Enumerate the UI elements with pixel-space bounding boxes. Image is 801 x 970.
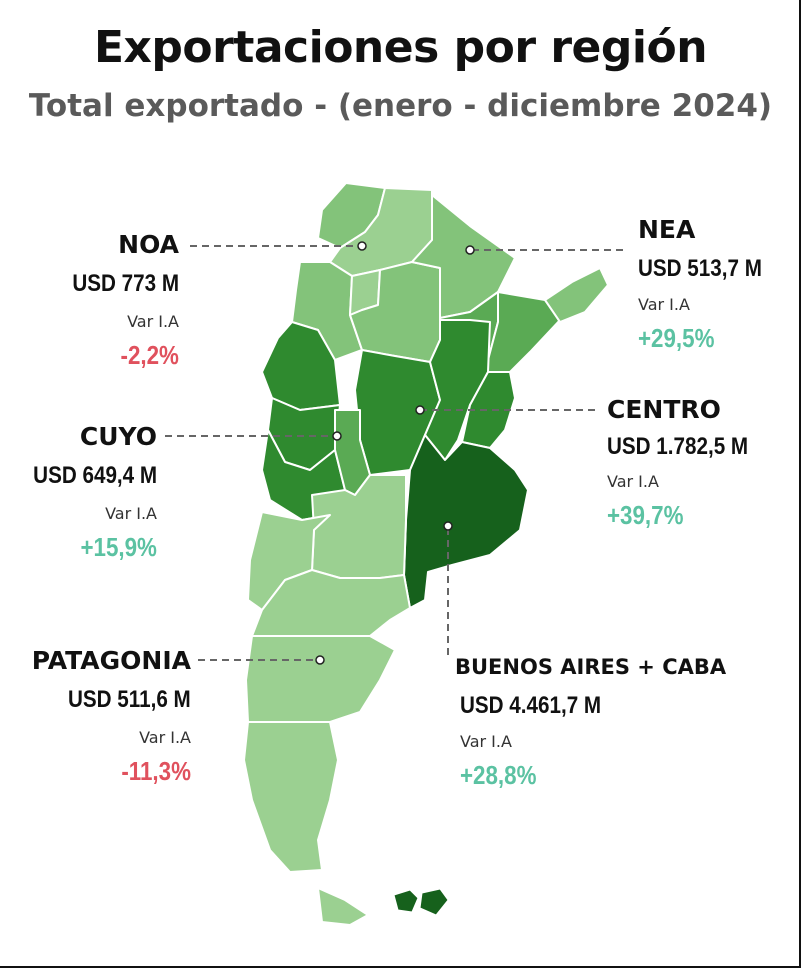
cuyo-marker	[332, 431, 342, 441]
province-tierra-del-fuego	[317, 887, 369, 926]
buenos-aires-var: +28,8%	[460, 760, 537, 790]
buenos-aires-value: USD 4.461,7 M	[460, 692, 602, 719]
noa-name: NOA	[118, 230, 179, 259]
nea-value: USD 513,7 M	[638, 255, 762, 282]
province-misiones	[544, 267, 609, 323]
cuyo-var-label: Var I.A	[105, 504, 157, 523]
map-title: Exportaciones por región	[93, 22, 708, 73]
patagonia-marker	[315, 655, 325, 665]
nea-name: NEA	[638, 215, 696, 244]
cuyo-name: CUYO	[79, 422, 157, 451]
centro-value: USD 1.782,5 M	[607, 433, 749, 460]
centro-marker	[415, 405, 425, 415]
islas-malvinas	[393, 888, 449, 916]
centro-name: CENTRO	[607, 395, 721, 424]
patagonia-value: USD 511,6 M	[68, 686, 191, 713]
province-santa-cruz	[243, 721, 339, 873]
province-entre-rios	[461, 371, 516, 449]
province-santa-fe	[424, 319, 491, 461]
province-buenos-aires	[403, 434, 529, 609]
patagonia-var-label: Var I.A	[139, 728, 191, 747]
patagonia-var: -11,3%	[121, 756, 191, 786]
noa-var-label: Var I.A	[127, 312, 179, 331]
province-catamarca	[291, 261, 363, 361]
cuyo-value: USD 649,4 M	[33, 462, 157, 489]
noa-value: USD 773 M	[72, 270, 179, 297]
province-chubut	[245, 635, 396, 723]
centro-var-label: Var I.A	[607, 472, 659, 491]
map-subtitle: Total exportado - (enero - diciembre 202…	[28, 88, 773, 124]
buenos-aires-marker	[443, 521, 453, 531]
centro-var: +39,7%	[607, 500, 684, 530]
nea-marker	[465, 245, 475, 255]
noa-var: -2,2%	[120, 340, 179, 370]
noa-marker	[357, 241, 367, 251]
buenos-aires-var-label: Var I.A	[460, 732, 512, 751]
patagonia-name: PATAGONIA	[31, 646, 191, 675]
buenos-aires-name: BUENOS AIRES + CABA	[455, 655, 727, 679]
nea-var-label: Var I.A	[638, 295, 690, 314]
nea-var: +29,5%	[638, 323, 715, 353]
cuyo-var: +15,9%	[80, 532, 157, 562]
